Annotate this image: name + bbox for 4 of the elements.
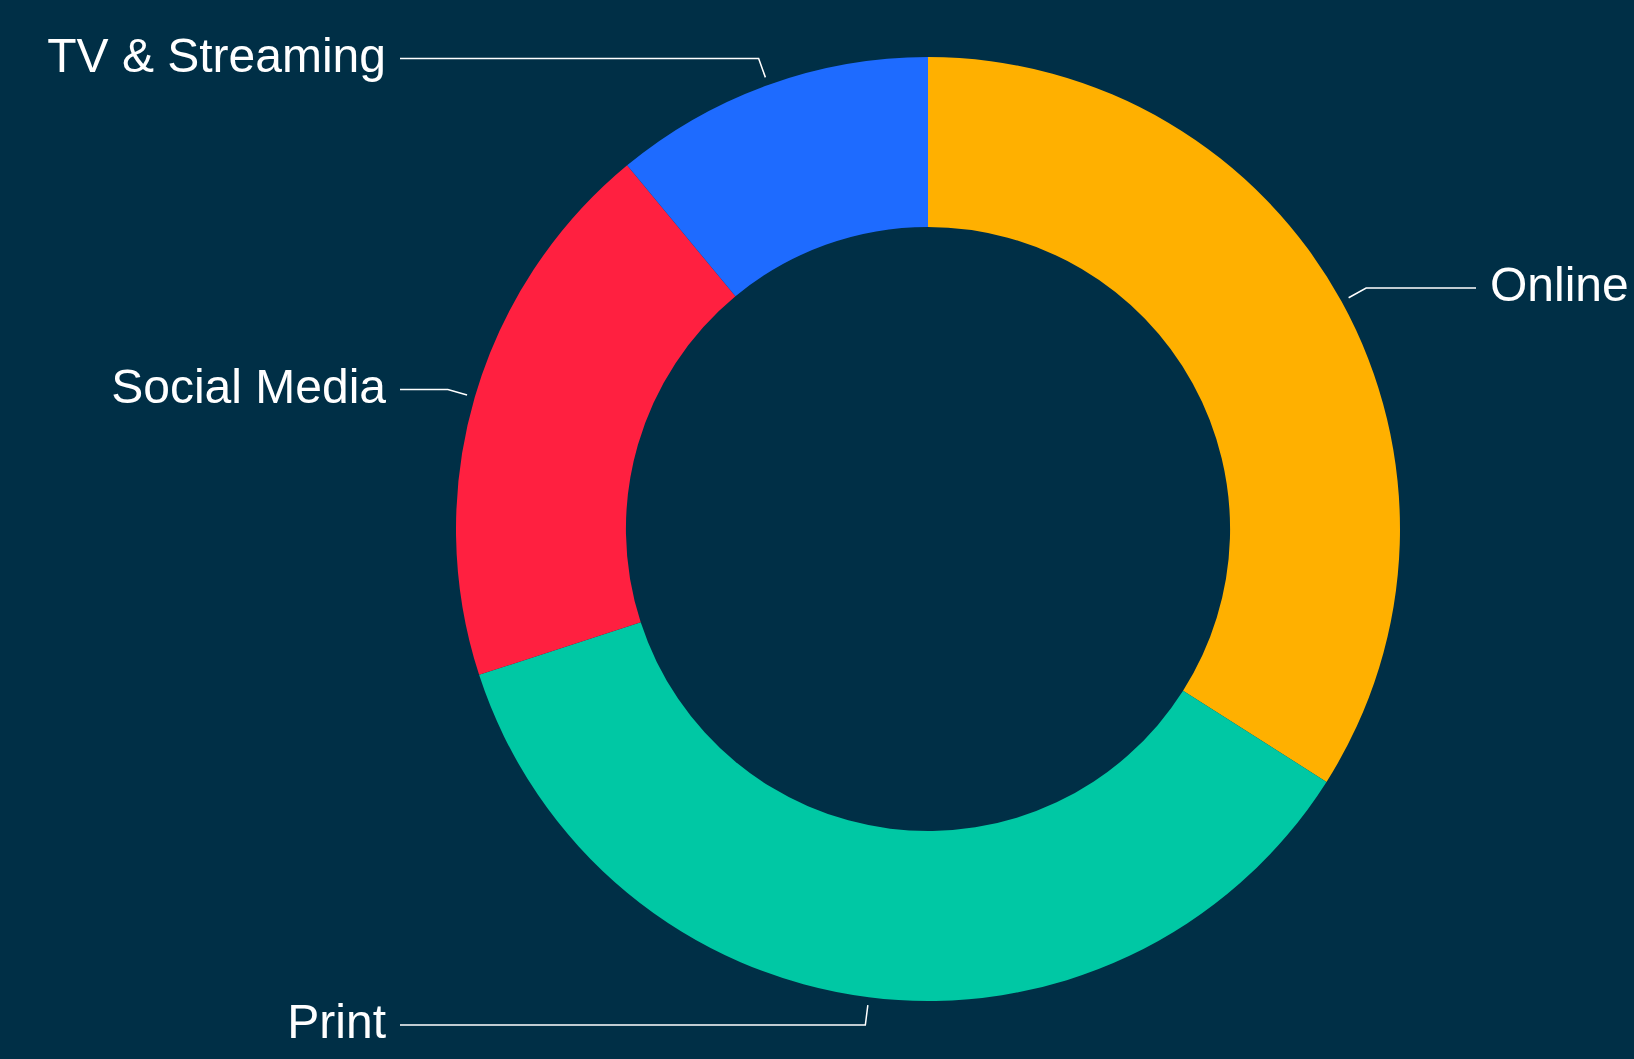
slice-label: TV & Streaming	[47, 28, 386, 82]
slice-label: Print	[287, 995, 386, 1049]
slice-label: Social Media	[111, 359, 387, 413]
slice-label: Online	[1490, 258, 1629, 312]
